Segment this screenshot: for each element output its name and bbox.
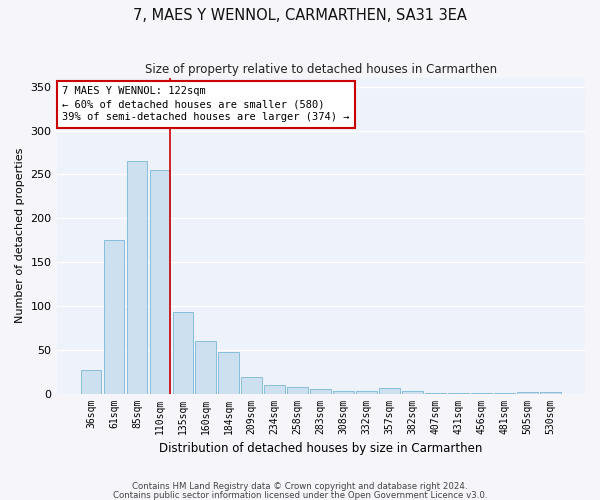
Bar xyxy=(448,392,469,394)
Bar xyxy=(173,312,193,394)
Bar xyxy=(149,170,170,394)
Text: 7 MAES Y WENNOL: 122sqm
← 60% of detached houses are smaller (580)
39% of semi-d: 7 MAES Y WENNOL: 122sqm ← 60% of detache… xyxy=(62,86,349,122)
Bar xyxy=(80,370,101,394)
Bar xyxy=(494,392,515,394)
Bar xyxy=(265,385,285,394)
Bar xyxy=(517,392,538,394)
Bar xyxy=(104,240,124,394)
Bar xyxy=(241,377,262,394)
Text: Contains public sector information licensed under the Open Government Licence v3: Contains public sector information licen… xyxy=(113,490,487,500)
Bar xyxy=(218,352,239,394)
Bar xyxy=(425,392,446,394)
Bar xyxy=(356,391,377,394)
Text: 7, MAES Y WENNOL, CARMARTHEN, SA31 3EA: 7, MAES Y WENNOL, CARMARTHEN, SA31 3EA xyxy=(133,8,467,22)
Text: Contains HM Land Registry data © Crown copyright and database right 2024.: Contains HM Land Registry data © Crown c… xyxy=(132,482,468,491)
Title: Size of property relative to detached houses in Carmarthen: Size of property relative to detached ho… xyxy=(145,62,497,76)
Bar xyxy=(287,386,308,394)
Bar xyxy=(472,392,492,394)
Bar xyxy=(310,389,331,394)
Bar xyxy=(379,388,400,394)
Bar xyxy=(127,162,147,394)
Bar xyxy=(196,341,216,394)
Bar xyxy=(403,391,423,394)
Bar xyxy=(334,391,354,394)
Y-axis label: Number of detached properties: Number of detached properties xyxy=(15,148,25,324)
Bar xyxy=(540,392,561,394)
X-axis label: Distribution of detached houses by size in Carmarthen: Distribution of detached houses by size … xyxy=(159,442,482,455)
